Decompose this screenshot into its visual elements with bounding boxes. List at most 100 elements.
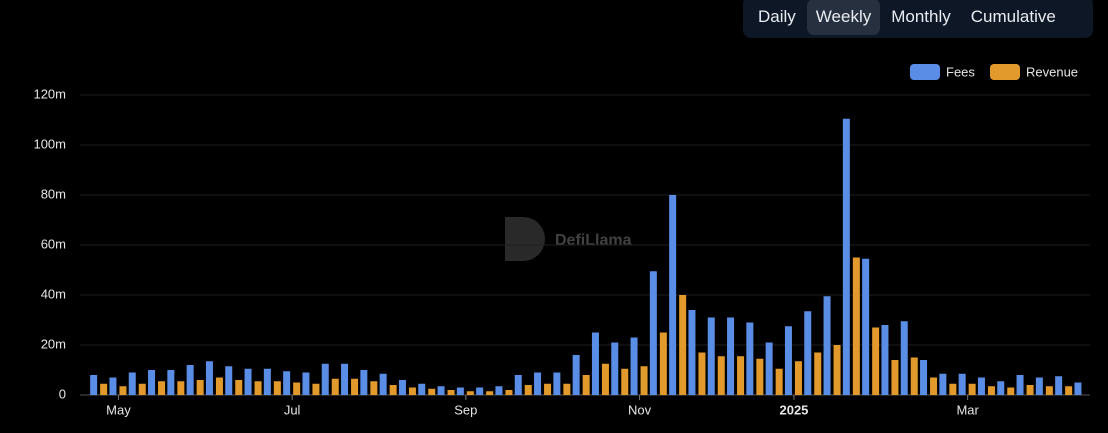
bar: [177, 381, 185, 395]
bar: [1016, 375, 1024, 395]
bar: [351, 378, 359, 395]
bar: [158, 381, 166, 395]
bar: [235, 380, 243, 395]
y-tick-label: 0: [59, 386, 66, 401]
bar: [949, 383, 957, 395]
bar: [611, 342, 619, 395]
bar: [900, 321, 908, 395]
bar: [225, 366, 233, 395]
tab[interactable]: Cumulative: [970, 7, 1056, 26]
bar: [563, 383, 571, 395]
x-tick-label: Mar: [956, 402, 979, 417]
legend-label: Revenue: [1026, 64, 1078, 79]
tab[interactable]: Monthly: [891, 7, 951, 26]
bar: [215, 377, 223, 395]
bar: [544, 383, 552, 395]
bar: [582, 375, 590, 395]
y-tick-label: 40m: [41, 286, 66, 301]
bar: [862, 258, 870, 395]
bar: [1065, 386, 1073, 395]
bar: [765, 342, 773, 395]
bar: [746, 322, 754, 395]
bar: [534, 372, 542, 395]
bar: [794, 361, 802, 395]
bar: [1074, 382, 1082, 395]
bar: [389, 385, 397, 395]
bar: [727, 317, 735, 395]
bar: [119, 386, 127, 395]
bar: [341, 363, 349, 395]
bar: [1007, 387, 1015, 395]
bar: [312, 383, 320, 395]
bar: [90, 375, 98, 395]
bar: [987, 386, 995, 395]
bar: [514, 375, 522, 395]
bar: [920, 360, 928, 395]
legend-swatch: [990, 64, 1020, 80]
bar: [186, 365, 194, 395]
bar: [756, 358, 764, 395]
bar: [688, 310, 696, 395]
bar: [466, 391, 474, 395]
legend-label: Fees: [946, 64, 975, 79]
x-tick-label: Sep: [454, 402, 477, 417]
x-tick-label: Nov: [628, 402, 652, 417]
bar: [640, 366, 648, 395]
bar: [254, 381, 262, 395]
bar: [398, 380, 406, 395]
bar: [360, 370, 368, 395]
bar: [437, 386, 445, 395]
bar: [968, 383, 976, 395]
y-tick-label: 80m: [41, 186, 66, 201]
bar: [418, 383, 426, 395]
tab[interactable]: Weekly: [806, 0, 881, 35]
bar: [707, 317, 715, 395]
bar: [138, 383, 146, 395]
bar: [737, 356, 745, 395]
y-tick-label: 20m: [41, 336, 66, 351]
bar: [1026, 385, 1034, 395]
bar: [910, 357, 918, 395]
bar: [621, 368, 629, 395]
bar: [505, 390, 513, 395]
bar: [891, 360, 899, 395]
bar: [601, 363, 609, 395]
bar: [553, 372, 561, 395]
bar: [109, 377, 117, 395]
tab[interactable]: Daily: [758, 7, 796, 26]
bar: [196, 380, 204, 395]
bar: [939, 373, 947, 395]
bar: [814, 352, 822, 395]
bar: [1045, 386, 1053, 395]
bar: [852, 257, 860, 395]
bar: [784, 326, 792, 395]
x-tick-label: 2025: [779, 402, 808, 417]
bar: [524, 385, 532, 395]
watermark-text: DefiLlama: [555, 232, 632, 249]
bar: [100, 383, 108, 395]
bar: [128, 372, 136, 395]
bar: [679, 295, 687, 395]
bar: [872, 327, 880, 395]
bar: [833, 345, 841, 395]
bar: [456, 387, 464, 395]
bar: [167, 370, 175, 395]
bar: [370, 381, 378, 395]
bar: [591, 332, 599, 395]
bar: [1035, 377, 1043, 395]
bar: [321, 363, 329, 395]
bar: [331, 378, 339, 395]
bar: [823, 296, 831, 395]
bar: [293, 382, 301, 395]
bar: [447, 390, 455, 395]
bar: [881, 325, 889, 395]
bar: [476, 387, 484, 395]
bar: [572, 355, 580, 395]
bar: [659, 332, 667, 395]
x-tick-label: May: [106, 402, 131, 417]
bar: [379, 373, 387, 395]
watermark: DefiLlama: [505, 217, 632, 261]
bar: [630, 337, 638, 395]
bar: [842, 118, 850, 395]
